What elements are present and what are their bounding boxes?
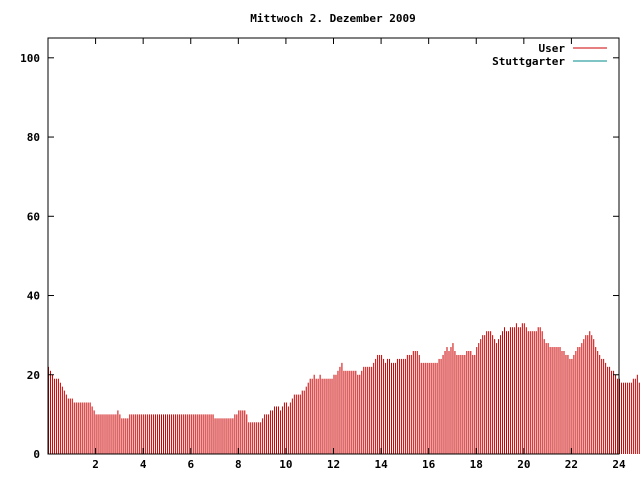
y-tick-label: 60: [27, 210, 40, 223]
x-tick-label: 12: [327, 458, 340, 471]
x-tick-label: 22: [565, 458, 578, 471]
x-tick-label: 4: [140, 458, 147, 471]
y-tick-label: 100: [20, 52, 40, 65]
y-axis: 0 20 40 60 80 100: [20, 52, 619, 461]
x-tick-label: 16: [422, 458, 436, 471]
x-tick-label: 6: [187, 458, 194, 471]
bars-layer: [48, 323, 640, 454]
x-tick-label: 18: [470, 458, 483, 471]
x-axis: 2 4 6 8 10 12 14 16 18 20 22 24: [92, 38, 626, 471]
y-tick-label: 40: [27, 290, 40, 303]
y-tick-label: 0: [33, 448, 40, 461]
legend-label: Stuttgarter: [492, 55, 565, 68]
x-tick-label: 14: [374, 458, 388, 471]
x-tick-label: 2: [92, 458, 99, 471]
x-tick-label: 24: [612, 458, 626, 471]
chart-title: Mittwoch 2. Dezember 2009: [250, 12, 416, 25]
legend-label: User: [539, 42, 566, 55]
x-tick-label: 8: [235, 458, 242, 471]
x-tick-label: 10: [279, 458, 292, 471]
y-tick-label: 80: [27, 131, 40, 144]
x-tick-label: 20: [517, 458, 530, 471]
y-tick-label: 20: [27, 369, 40, 382]
